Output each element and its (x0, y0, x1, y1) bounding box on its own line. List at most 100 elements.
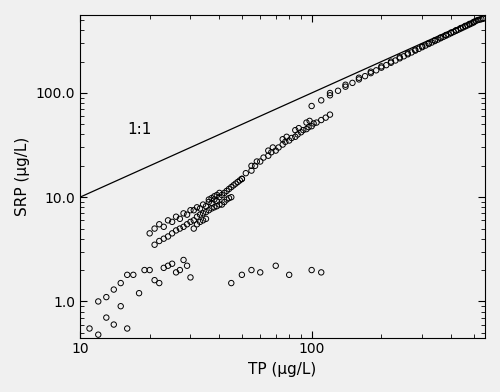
Point (456, 25, 464, 32)
Point (205, 207, 213, 213)
Point (135, 290, 143, 296)
Text: 1:1: 1:1 (127, 122, 152, 138)
Point (396, 55, 404, 62)
Point (186, 207, 194, 213)
Point (461, 23, 469, 29)
Point (322, 114, 330, 121)
Point (326, 92, 334, 98)
Point (452, 28, 460, 34)
Point (355, 76, 363, 83)
Point (466, 21, 473, 27)
Point (220, 199, 228, 205)
Point (442, 32, 450, 38)
Point (228, 280, 235, 286)
Point (456, 25, 464, 31)
Point (256, 158, 264, 165)
Point (418, 43, 426, 49)
Point (282, 134, 290, 140)
Point (251, 163, 259, 169)
Point (220, 190, 228, 196)
Point (213, 192, 221, 198)
Point (372, 67, 380, 73)
Point (274, 144, 282, 151)
Point (208, 205, 216, 212)
Point (216, 201, 224, 208)
Point (230, 182, 237, 189)
Point (450, 29, 458, 35)
Point (168, 230, 176, 236)
Point (392, 57, 400, 64)
Point (461, 23, 469, 29)
Point (205, 199, 213, 205)
Point (172, 227, 180, 234)
Point (295, 125, 303, 131)
Point (269, 144, 277, 151)
Point (196, 219, 204, 225)
Point (160, 224, 168, 230)
Point (476, 16, 484, 23)
Point (404, 50, 412, 56)
Point (334, 88, 342, 94)
Point (202, 216, 210, 222)
Point (292, 127, 300, 133)
Point (164, 217, 172, 223)
Point (466, 21, 473, 27)
Point (396, 54, 404, 60)
Point (116, 303, 124, 309)
Point (196, 205, 204, 212)
Point (424, 40, 432, 46)
Point (447, 30, 455, 36)
Point (264, 152, 272, 159)
Point (180, 210, 188, 216)
Point (225, 186, 233, 192)
Point (176, 216, 184, 222)
Point (442, 33, 450, 39)
Point (213, 203, 221, 209)
Point (459, 24, 467, 31)
Point (228, 194, 235, 200)
Point (248, 167, 256, 174)
Point (288, 135, 296, 141)
Point (238, 176, 246, 182)
Point (172, 214, 180, 220)
Point (190, 207, 198, 213)
Point (160, 236, 168, 242)
Point (102, 314, 110, 321)
Point (422, 42, 430, 49)
Point (164, 233, 172, 240)
Point (146, 230, 154, 236)
Point (160, 265, 168, 271)
Point (302, 120, 310, 126)
Point (190, 225, 198, 232)
Point (431, 38, 439, 44)
Point (232, 180, 239, 187)
Point (180, 224, 188, 230)
Point (418, 44, 426, 50)
Point (208, 200, 216, 206)
Point (216, 190, 224, 196)
Point (382, 62, 390, 68)
Point (213, 198, 221, 204)
Point (454, 27, 462, 33)
Point (472, 18, 480, 24)
Point (225, 195, 233, 201)
Point (428, 39, 436, 45)
Point (156, 221, 164, 227)
Point (248, 163, 256, 169)
Point (436, 35, 444, 42)
Point (304, 124, 312, 130)
Point (292, 134, 300, 140)
Point (110, 287, 118, 293)
Point (199, 201, 207, 208)
Point (326, 90, 334, 96)
Point (415, 46, 423, 52)
Point (404, 51, 412, 58)
Point (256, 269, 264, 276)
Point (278, 142, 286, 148)
Point (268, 149, 276, 155)
Point (272, 147, 280, 154)
Point (294, 131, 302, 138)
Point (264, 147, 272, 154)
Point (202, 209, 210, 215)
Point (424, 41, 432, 47)
